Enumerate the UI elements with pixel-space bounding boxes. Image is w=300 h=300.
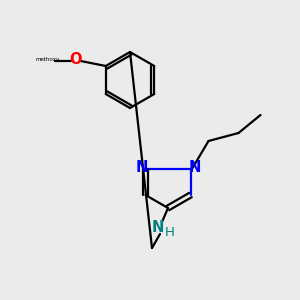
Text: N: N xyxy=(152,220,164,236)
Text: N: N xyxy=(135,160,148,175)
Text: N: N xyxy=(188,160,201,175)
Text: methoxy: methoxy xyxy=(36,58,60,62)
Text: O: O xyxy=(70,52,82,68)
Text: H: H xyxy=(165,226,175,239)
